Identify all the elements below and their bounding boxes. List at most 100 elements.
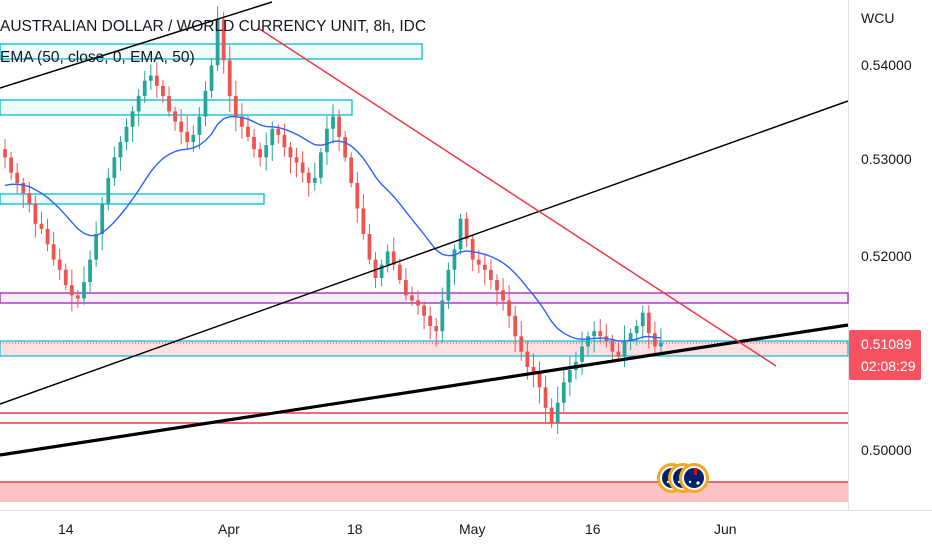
candle-body — [215, 19, 220, 66]
candle-body — [379, 264, 384, 278]
candle-body — [240, 116, 244, 127]
y-tick-label: 0.53000 — [861, 151, 912, 167]
red-trendline-descending — [257, 27, 777, 367]
candle-body — [355, 182, 360, 209]
indicator-legend[interactable]: EMA (50, close, 0, EMA, 50) — [0, 49, 195, 66]
candle-body — [428, 315, 433, 327]
candle-body — [616, 351, 621, 357]
candles-layer — [3, 6, 663, 435]
candle-body — [276, 128, 281, 135]
candle-body — [136, 96, 141, 112]
candle-body — [440, 300, 445, 332]
candle-body — [161, 85, 165, 97]
x-tick-label: Jun — [714, 521, 737, 537]
candle-body — [106, 177, 111, 204]
candle-body — [282, 134, 287, 148]
candle-body — [45, 228, 50, 245]
candle-body — [543, 387, 548, 408]
currency-label: WCU — [861, 10, 894, 26]
black-trendline-upper-left — [0, 1, 273, 89]
candle-body — [306, 172, 311, 183]
candle-body — [100, 203, 105, 235]
candle-body — [258, 149, 263, 158]
candle-body — [88, 259, 92, 283]
candle-body — [373, 259, 378, 278]
candle-body — [82, 282, 86, 299]
red-zone-bottom — [0, 482, 848, 502]
candle-body — [628, 333, 633, 342]
candle-body — [470, 239, 475, 260]
candle-body — [458, 218, 463, 250]
candle-body — [367, 234, 372, 260]
candle-body — [15, 172, 20, 183]
candle-body — [312, 177, 317, 183]
current-price-label: 0.51089 — [861, 336, 912, 352]
candle-body — [191, 134, 196, 143]
candle-body — [142, 80, 147, 97]
candle-body — [410, 295, 414, 301]
candle-body — [507, 300, 512, 316]
trendlines — [0, 1, 849, 457]
candle-body — [233, 96, 238, 117]
current-price-badge — [849, 330, 921, 380]
y-tick-label: 0.50000 — [861, 442, 912, 458]
candle-body — [567, 369, 572, 383]
x-tick-label: 14 — [58, 521, 74, 537]
candle-body — [39, 223, 44, 229]
candle-body — [592, 331, 597, 337]
candle-body — [385, 251, 390, 265]
candle-body — [252, 136, 256, 150]
candle-body — [343, 136, 348, 158]
candle-body — [361, 208, 366, 235]
candle-body — [148, 75, 153, 81]
candle-body — [476, 259, 481, 265]
candle-body — [294, 157, 299, 163]
price-axis[interactable]: WCU 0.54000 0.53000 0.52000 0.50000 0.51… — [849, 10, 921, 458]
candle-body — [489, 269, 493, 281]
event-flags[interactable] — [657, 463, 709, 493]
candle-body — [21, 182, 26, 194]
candle-body — [610, 341, 615, 352]
x-tick-label: 18 — [347, 521, 363, 537]
candle-body — [653, 333, 657, 347]
drawing-layer — [0, 43, 849, 502]
candle-body — [185, 131, 190, 143]
candle-body — [154, 75, 159, 86]
candle-body — [580, 346, 584, 362]
candle-body — [209, 65, 214, 91]
y-tick-label: 0.54000 — [861, 57, 912, 73]
candle-body — [124, 126, 129, 143]
candle-body — [57, 259, 62, 270]
candle-body — [325, 128, 329, 153]
candle-body — [525, 351, 530, 367]
candle-body — [446, 269, 451, 301]
candle-body — [634, 326, 639, 334]
candle-body — [9, 157, 13, 173]
candle-body — [416, 300, 420, 306]
candle-body — [403, 280, 408, 296]
candle-body — [586, 336, 590, 347]
australia-flag-icon[interactable] — [679, 463, 709, 493]
candle-body — [264, 145, 269, 158]
candle-body — [300, 162, 305, 173]
candle-body — [94, 234, 99, 260]
candle-body — [495, 280, 499, 291]
time-axis[interactable]: 14 Apr 18 May 16 Jun — [58, 521, 737, 537]
candle-body — [452, 249, 457, 270]
candle-body — [3, 149, 7, 158]
candle-body — [337, 116, 341, 137]
x-tick-label: May — [459, 521, 485, 537]
candle-body — [549, 407, 554, 424]
candle-body — [197, 116, 202, 135]
candle-body — [33, 203, 38, 224]
candle-body — [112, 157, 117, 178]
candle-body — [69, 285, 74, 296]
ema-line — [4, 116, 662, 342]
candle-body — [482, 264, 487, 270]
black-trendline-bold — [0, 323, 849, 457]
x-tick-label: 16 — [585, 521, 601, 537]
candle-body — [640, 312, 645, 327]
candle-body — [397, 264, 402, 281]
